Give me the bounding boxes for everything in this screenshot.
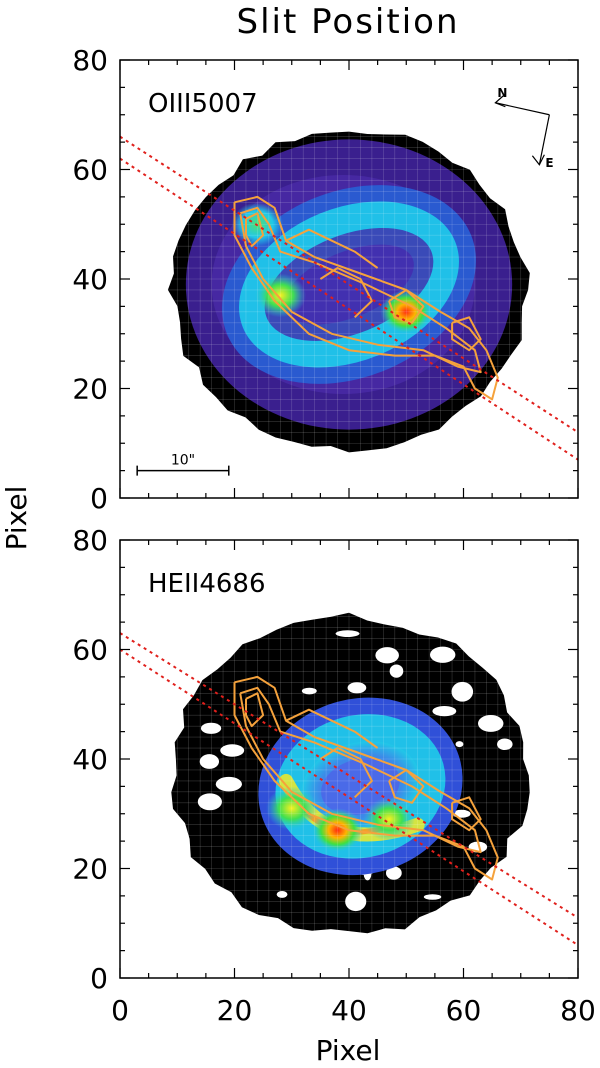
scale-bar: [136, 465, 230, 476]
contour-line: [239, 686, 482, 854]
panel-label: HEII4686: [148, 569, 265, 599]
noise-hole: [432, 706, 457, 717]
noise-hole: [199, 754, 220, 769]
contour-line: [239, 206, 482, 374]
noise-hole: [451, 681, 474, 702]
noise-hole: [335, 630, 360, 638]
noise-hole: [197, 793, 222, 811]
y-tick-label: 60: [72, 154, 108, 187]
contour-line: [388, 769, 425, 804]
ticks: [119, 539, 579, 979]
compass-north-label: N: [497, 86, 507, 100]
compass-east-arrow: [538, 114, 550, 165]
noise-hole: [423, 894, 442, 900]
compass-east-head: [531, 154, 545, 166]
x-tick-label: 60: [446, 994, 482, 1027]
x-tick-label: 80: [560, 994, 596, 1027]
noise-hole: [429, 646, 456, 663]
y-axis-label: Pixel: [0, 486, 33, 551]
noise-hole: [301, 687, 317, 695]
contour-line: [451, 316, 482, 352]
contour-line: [245, 212, 265, 248]
noise-hole: [389, 664, 404, 678]
y-tick-label: 20: [72, 373, 108, 406]
scale-bar-label: 10": [171, 453, 195, 469]
x-axis-label: Pixel: [316, 1034, 381, 1067]
noise-hole: [375, 647, 399, 664]
contour-line: [319, 267, 373, 319]
compass-east-label: E: [545, 156, 553, 170]
noise-hole: [345, 891, 367, 912]
x-tick-label: 20: [217, 994, 253, 1027]
y-tick-label: 0: [90, 962, 108, 995]
noise-hole: [220, 744, 245, 757]
bright-knot: [265, 786, 318, 831]
noise-hole: [497, 738, 513, 751]
y-tick-label: 40: [72, 743, 108, 776]
y-tick-label: 20: [72, 853, 108, 886]
panel-label: OIII5007: [148, 89, 258, 119]
noise-hole: [455, 741, 464, 748]
noise-hole: [478, 715, 504, 732]
contour-line: [285, 708, 379, 749]
compass-north-head: [494, 95, 506, 108]
contours: [233, 195, 499, 401]
noise-hole: [200, 722, 222, 734]
panel-heii4686: 0 20 40 60 80 0 20 40 60 80 HEII4686: [72, 524, 595, 1027]
contour-line: [233, 675, 499, 881]
noise-hole: [215, 776, 242, 792]
slit-line: [120, 157, 578, 461]
grid: [120, 540, 578, 978]
slit-line: [120, 632, 578, 919]
ticks: [119, 59, 579, 499]
y-tick-label: 80: [72, 44, 108, 77]
x-tick-label: 40: [331, 994, 367, 1027]
noise-hole: [385, 866, 402, 880]
y-tick-label: 0: [90, 482, 108, 515]
noise-hole: [276, 890, 288, 898]
grid: [120, 60, 578, 498]
panel-oiii5007: 0 20 40 60 80 OIII5007 10" N E: [72, 44, 579, 515]
noise-hole: [347, 682, 367, 694]
contour-line: [451, 796, 482, 832]
compass-north-arrow: [495, 102, 550, 116]
bright-knot: [380, 289, 433, 334]
y-tick-label: 80: [72, 524, 108, 557]
compass: [494, 95, 550, 166]
contour-line: [285, 228, 379, 269]
x-tick-label: 0: [111, 994, 129, 1027]
y-tick-label: 40: [72, 263, 108, 296]
contour-line: [233, 195, 499, 401]
y-tick-label: 60: [72, 634, 108, 667]
figure-title: Slit Position: [237, 2, 460, 42]
contour-line: [388, 289, 425, 324]
plot-area: [120, 60, 578, 498]
plot-area: [120, 540, 578, 978]
